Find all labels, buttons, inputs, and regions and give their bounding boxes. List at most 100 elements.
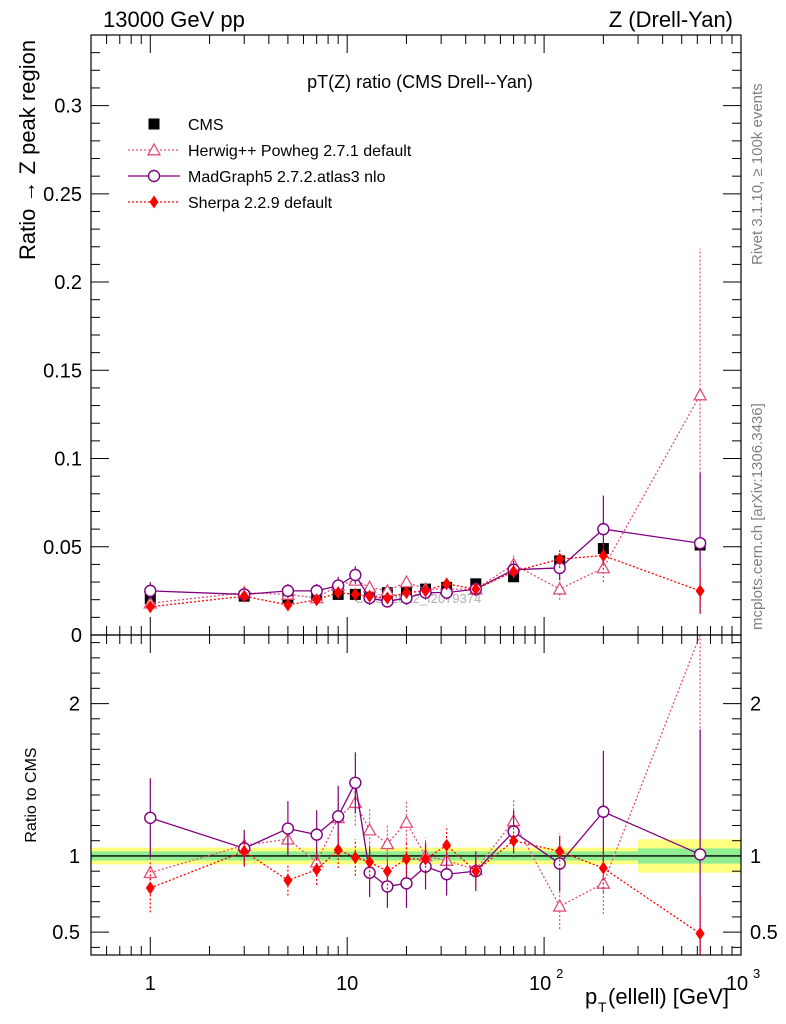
rivet-version-label: Rivet 3.1.10, ≥ 100k events [749,83,766,265]
main-ytick-label: 0.2 [54,272,82,294]
ratio-data-point [239,844,249,858]
legend-entry: CMS [188,117,224,134]
legend-entry: MadGraph5 2.7.2.atlas3 nlo [188,169,386,186]
ratio-ytick-label-right: 1 [750,846,761,868]
x-axis-title-sub: T [598,999,607,1015]
ratio-data-point [440,868,453,881]
main-data-point [145,600,155,614]
ratio-data-point [401,852,411,866]
ratio-data-point [471,864,481,878]
main-data-point [509,564,519,578]
main-data-point [421,584,431,598]
ratio-ytick-label: 2 [69,694,80,716]
ratio-y-axis-label: Ratio to CMS [23,747,40,842]
ratio-data-point [555,844,565,858]
ratio-data-point [145,881,155,895]
x-tick-label: 10 [726,973,748,995]
ratio-data-point [509,834,519,848]
main-data-point [596,560,611,574]
ratio-ytick-label-right: 0.5 [750,922,778,944]
main-data-point [401,586,411,600]
x-tick-label: 10 [529,973,551,995]
ratio-ytick-label-right: 2 [750,694,761,716]
main-ytick-label: 0.25 [43,184,82,206]
legend-marker [147,169,161,183]
main-data-point [350,587,360,601]
main-series-line [150,554,701,608]
main-data-point [382,591,392,605]
ratio-data-point [552,898,567,912]
main-data-point [693,537,707,550]
ratio-data-point [597,805,610,818]
ratio-data-point [365,855,375,869]
main-data-point [333,586,343,600]
ratio-data-point [333,843,343,857]
ratio-data-layer: 0.5 0.5 1 1 2 2 1 10 10 2 10 3 [52,634,778,995]
energy-label: 13000 GeV pp [103,7,245,32]
main-data-point [442,577,452,591]
x-tick-exponent: 2 [556,966,563,981]
ratio-data-point [362,822,377,836]
ratio-data-point [399,815,414,828]
ratio-series-line [150,780,701,888]
x-tick-label: 1 [145,973,156,995]
ratio-ytick-label: 1 [69,846,80,868]
ratio-data-point [400,877,413,890]
ratio-data-point [349,776,362,790]
main-data-layer: 0 0.05 0.1 0.15 0.2 0.25 0.3 [43,34,742,647]
legend-entry: Herwig++ Powheg 2.7.1 default [188,143,412,160]
main-y-axis-label: Ratio → Z peak region [15,40,40,260]
main-data-point [281,584,295,598]
mcplots-reference-label: mcplots.cern.ch [arXiv:1306.3436] [749,403,766,630]
ratio-ytick-label: 0.5 [52,922,80,944]
process-label: Z (Drell-Yan) [609,7,733,32]
ratio-series-line [150,840,701,935]
main-data-point [239,589,249,603]
ratio-data-point [144,811,157,825]
main-data-point [365,589,375,603]
ratio-data-point [283,873,293,887]
main-series-3 [145,541,705,614]
main-data-point [399,574,414,588]
ratio-data-point [363,866,376,879]
main-data-point [693,387,708,401]
ratio-series-line [150,634,701,908]
ratio-data-point [695,927,705,941]
main-ytick-label: 0.05 [43,537,82,559]
ratio-frame [90,634,742,956]
ratio-data-point [381,880,394,893]
main-data-point [597,522,610,536]
ratio-data-point [442,838,452,852]
x-axis-title: p T (ellell) [GeV] [585,984,729,1015]
legend-entry: Sherpa 2.2.9 default [188,195,333,212]
main-series-line [150,528,701,603]
ratio-data-point [331,810,345,823]
ratio-data-point [281,822,295,835]
ratio-data-point [598,861,608,875]
main-ytick-label: 0.15 [43,360,82,382]
x-axis-title-p: p [585,984,597,1009]
ratio-data-point [380,836,395,850]
x-tick-exponent: 3 [753,966,760,981]
ratio-series-0 [143,634,701,930]
legend-marker [149,195,159,209]
main-ytick-label: 0.1 [54,449,82,471]
ratio-data-point [382,864,392,878]
main-data-point [312,593,322,607]
ratio-series-2 [145,823,705,955]
main-data-point [695,584,705,598]
ratio-panel: Ratio to CMS 0.5 0.5 1 1 2 2 1 10 10 2 10 3 [23,634,778,995]
ratio-data-point [312,863,322,877]
main-panel: Ratio → Z peak region pT(Z) ratio (CMS D… [15,34,742,647]
main-data-point [598,549,608,563]
legend-marker [148,118,160,130]
main-series-line [150,394,701,604]
x-axis-title-rest: (ellell) [GeV] [608,984,729,1009]
main-ytick-label: 0 [71,625,82,647]
main-data-point [144,584,157,598]
plot-title: pT(Z) ratio (CMS Drell--Yan) [307,72,533,92]
main-series-1 [143,248,708,609]
x-tick-label: 10 [336,973,358,995]
legend: CMS Herwig++ Powheg 2.7.1 default MadGraph… [128,117,412,212]
